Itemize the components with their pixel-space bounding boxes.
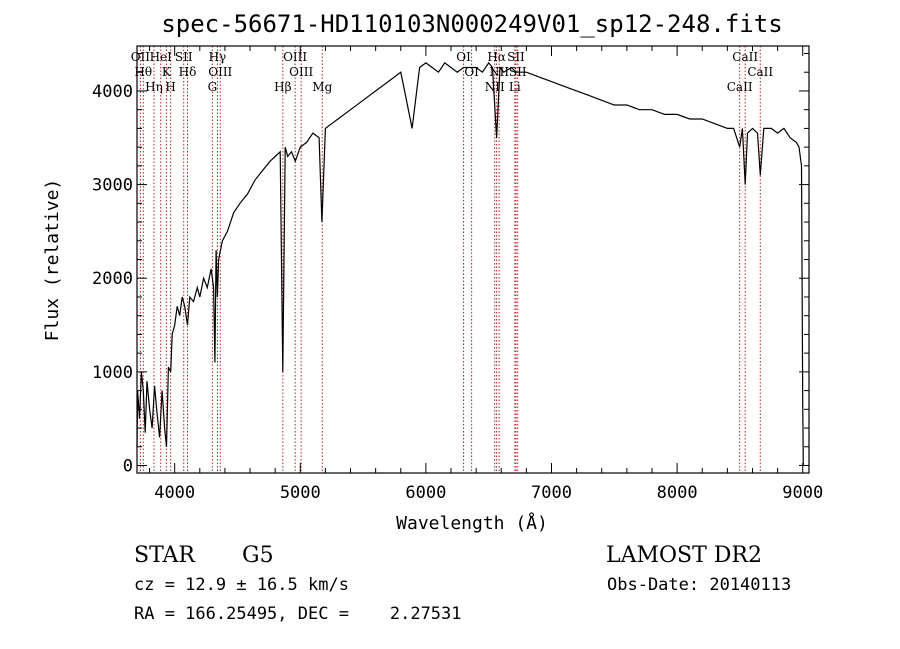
ra-dec-coordinates: RA = 166.25495, DEC = 2.27531 [134,604,462,624]
redshift-velocity: cz = 12.9 ± 16.5 km/s [134,575,349,595]
x-tick-label: 9000 [782,483,823,503]
spectral-line-markers [139,46,761,473]
line-label: OIII [208,65,232,79]
line-label: OI [456,50,471,64]
y-tick-label: 4000 [92,82,133,102]
x-tick-label: 4000 [154,483,195,503]
line-label: G [208,80,218,94]
x-tick-label: 7000 [531,483,572,503]
line-label: CaII [732,50,758,64]
line-label: SII [507,50,525,64]
line-label: OII [131,50,151,64]
line-label: Li [509,80,521,94]
line-label: CaII [727,80,753,94]
spectrum-series-line [136,61,804,466]
y-tick-label: 2000 [92,269,133,289]
x-tick-label: 8000 [657,483,698,503]
line-label: Hβ [274,80,291,94]
object-class: STAR [134,543,196,568]
x-axis-label: Wavelength (Å) [396,512,548,534]
line-label: OIII [283,50,307,64]
line-label: Hγ [209,50,227,64]
line-label: SII [175,50,193,64]
y-axis-label: Flux (relative) [42,179,63,342]
line-label: CaII [747,65,773,79]
line-label: K [162,65,172,79]
chart-title: spec-56671-HD110103N000249V01_sp12-248.f… [161,10,782,38]
spectral-line-labels: OIIHθHηHeIKHSIIHδGHγOIIIHβOIIIOIIIMgOIOI… [131,50,774,94]
line-label: OIII [289,65,313,79]
y-tick-label: 0 [123,457,133,477]
line-label: Hη [145,80,163,94]
line-label: H [165,80,175,94]
x-tick-label: 6000 [405,483,446,503]
observation-date: Obs-Date: 20140113 [607,575,791,595]
line-label: HeI [150,50,173,64]
object-subclass: G5 [242,543,274,568]
line-label: OI [464,65,479,79]
y-tick-label: 1000 [92,363,133,383]
line-label: Mg [312,80,332,94]
line-label: NII [485,80,505,94]
line-label: Hα [487,50,506,64]
line-label: Hδ [179,65,197,79]
axis-ticks: 4000 5000 6000 7000 8000 9000 0 1000 2000 3000 400… [92,46,823,503]
y-tick-label: 3000 [92,176,133,196]
survey-name: LAMOST DR2 [606,543,762,568]
plot-frame [136,45,810,474]
x-tick-label: 5000 [280,483,321,503]
line-label: Hθ [134,65,152,79]
